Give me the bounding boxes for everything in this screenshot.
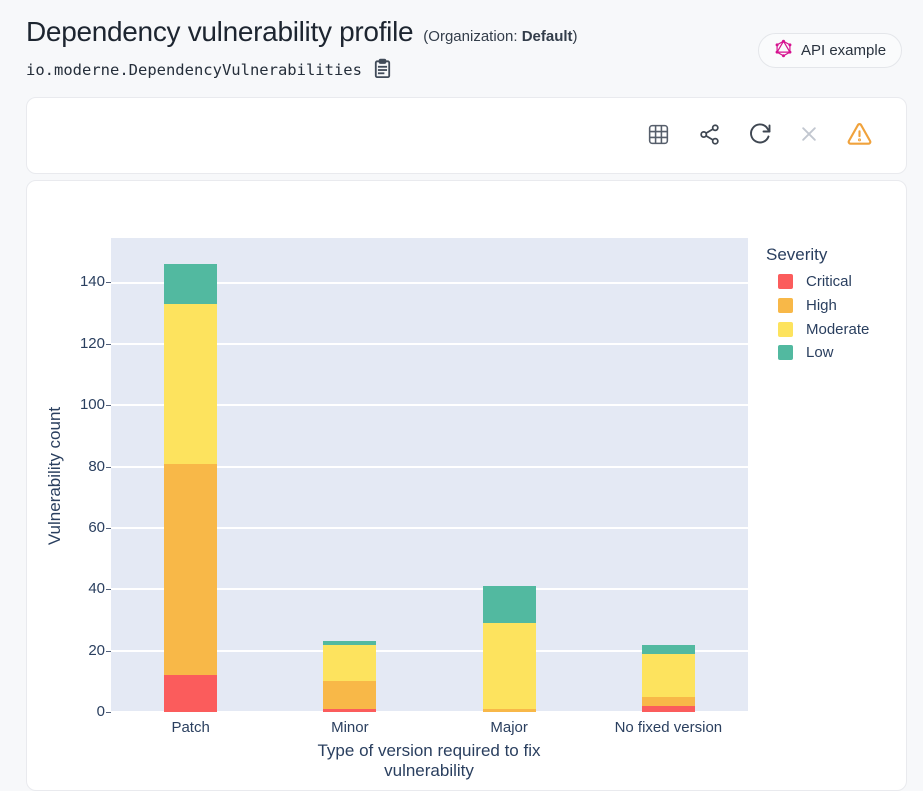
legend-swatch: [778, 298, 793, 314]
copy-button[interactable]: [371, 57, 394, 83]
gridline: [111, 649, 748, 652]
organization-label: (Organization: Default): [423, 28, 578, 45]
x-axis-title: Type of version required to fix vulnerab…: [317, 741, 541, 780]
graphql-icon: [774, 39, 793, 62]
y-tick-mark: [106, 466, 111, 468]
bar-segment-critical[interactable]: [323, 708, 377, 712]
y-tick-mark: [106, 712, 111, 713]
bar-segment-moderate[interactable]: [164, 303, 218, 464]
close-button[interactable]: [799, 124, 819, 147]
gridline: [111, 526, 748, 529]
data-grid-icon: [646, 122, 671, 150]
y-tick-label: 40: [88, 580, 105, 598]
bar-no-fixed-version: [641, 644, 695, 712]
bar-segment-low[interactable]: [482, 586, 536, 624]
bar-patch: [164, 264, 218, 712]
y-tick-mark: [106, 343, 111, 345]
y-tick-label: 140: [79, 273, 105, 291]
bar-segment-high[interactable]: [164, 463, 218, 676]
refresh-button[interactable]: [748, 122, 772, 149]
bar-segment-low[interactable]: [323, 641, 377, 645]
bar-segment-critical[interactable]: [164, 675, 218, 712]
chart-legend: Severity Critical High Moderate Low: [766, 245, 869, 365]
close-icon: [799, 124, 819, 147]
warning-button[interactable]: [846, 121, 873, 151]
legend-title: Severity: [766, 245, 828, 264]
bar-segment-low[interactable]: [164, 264, 218, 304]
x-tick-label: Major: [490, 719, 528, 736]
x-tick-label: Minor: [331, 719, 369, 736]
y-tick-label: 0: [96, 703, 105, 720]
bar-segment-critical[interactable]: [641, 705, 695, 712]
legend-item-moderate[interactable]: Moderate: [766, 317, 869, 341]
gridline: [111, 588, 748, 591]
bar-segment-low[interactable]: [641, 644, 695, 654]
y-tick-mark: [106, 589, 111, 591]
legend-swatch: [778, 345, 793, 361]
legend-item-low[interactable]: Low: [766, 341, 869, 365]
bar-segment-moderate[interactable]: [482, 623, 536, 709]
api-example-label: API example: [801, 42, 887, 59]
y-tick-mark: [106, 282, 111, 284]
page-header: Dependency vulnerability profile (Organi…: [26, 16, 578, 83]
plot-area: [111, 238, 748, 713]
legend-item-high[interactable]: High: [766, 294, 869, 318]
bar-major: [482, 586, 536, 712]
gridline: [111, 342, 748, 345]
legend-label: Low: [806, 344, 834, 362]
warning-icon: [846, 121, 873, 151]
vulnerability-chart: Vulnerability count Type of version requ…: [27, 181, 906, 790]
legend-items: Critical High Moderate Low: [766, 270, 869, 365]
gridline: [111, 281, 748, 284]
chart-card: Vulnerability count Type of version requ…: [26, 180, 907, 791]
legend-label: Moderate: [806, 320, 870, 338]
x-tick-label: Patch: [171, 719, 210, 736]
api-example-button[interactable]: API example: [758, 33, 903, 68]
bar-minor: [323, 641, 377, 712]
y-tick-mark: [106, 405, 111, 407]
bar-segment-high[interactable]: [482, 708, 536, 712]
legend-item-critical[interactable]: Critical: [766, 270, 869, 294]
clipboard-icon: [371, 57, 394, 83]
organization-name: Default: [521, 28, 573, 45]
page-title: Dependency vulnerability profile: [26, 16, 414, 47]
bar-segment-high[interactable]: [323, 681, 377, 709]
gridline: [111, 711, 748, 713]
bar-segment-moderate[interactable]: [323, 644, 377, 682]
share-icon: [698, 123, 721, 149]
bar-segment-high[interactable]: [641, 696, 695, 706]
y-tick-label: 20: [88, 641, 105, 659]
x-tick-label: No fixed version: [614, 719, 723, 736]
refresh-icon: [748, 122, 772, 149]
y-tick-label: 60: [88, 518, 105, 536]
y-tick-mark: [106, 527, 111, 529]
toolbar: [27, 98, 906, 173]
gridline: [111, 404, 748, 407]
share-button[interactable]: [698, 123, 721, 149]
y-tick-label: 80: [88, 457, 105, 475]
legend-swatch: [778, 321, 793, 337]
y-tick-label: 120: [79, 334, 105, 352]
legend-label: Critical: [806, 273, 852, 291]
data-grid-button[interactable]: [646, 122, 671, 150]
y-tick-label: 100: [79, 396, 105, 414]
gridline: [111, 465, 748, 468]
y-tick-mark: [106, 650, 111, 652]
legend-label: High: [806, 297, 837, 315]
legend-swatch: [778, 274, 793, 290]
toolbar-card: [26, 97, 907, 174]
bar-segment-moderate[interactable]: [641, 653, 695, 697]
recipe-id: io.moderne.DependencyVulnerabilities: [26, 61, 362, 79]
